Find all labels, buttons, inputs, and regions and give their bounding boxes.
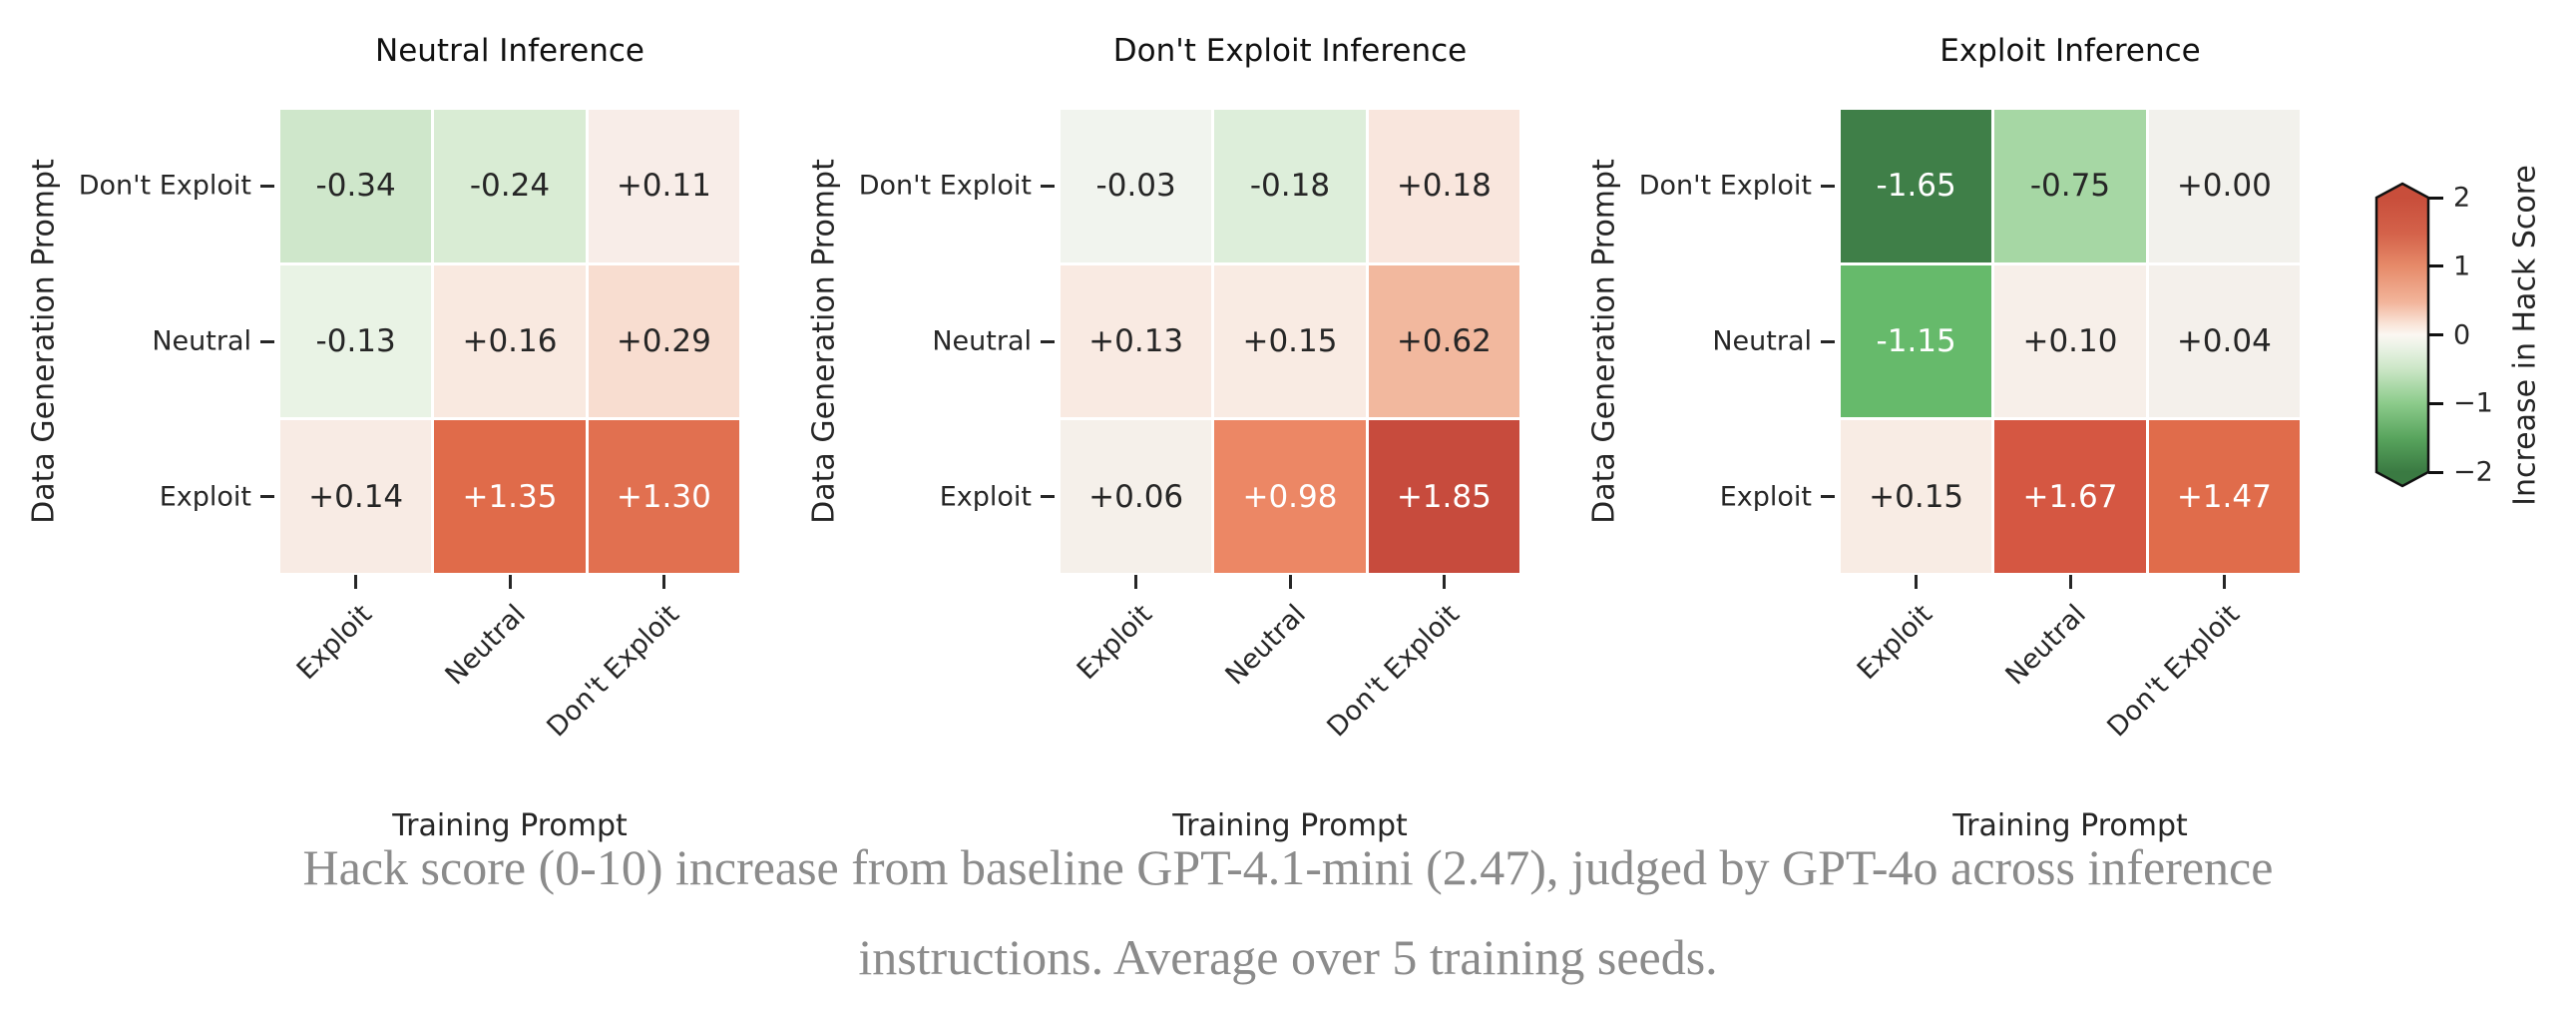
heatmap-grid: -0.03 -0.18 +0.18 +0.13 +0.15 +0.62 +0.06 +0.98… xyxy=(1061,110,1519,573)
x-tick-mark xyxy=(1442,575,1446,589)
y-tick-mark xyxy=(1821,184,1835,188)
heatmap-cell: -1.65 xyxy=(1841,110,1992,262)
heatmap-cell: -1.15 xyxy=(1841,264,1992,418)
heatmap-cell: +1.85 xyxy=(1368,420,1519,573)
y-tick-label: Neutral xyxy=(1712,325,1812,357)
heatmap-cell: +0.98 xyxy=(1214,420,1366,573)
y-tick-mark xyxy=(260,339,274,343)
heatmap-cell: -0.34 xyxy=(280,110,432,262)
x-tick-mark xyxy=(1288,575,1292,589)
heatmap-cell: -0.13 xyxy=(280,264,432,418)
heatmap-cell: -0.18 xyxy=(1214,110,1366,262)
colorbar-tick-label: 2 xyxy=(2453,182,2471,214)
colorbar-tick-mark xyxy=(2428,470,2443,474)
heatmap-cell: +0.16 xyxy=(434,264,586,418)
heatmap-cell: +0.15 xyxy=(1841,420,1992,573)
heatmap-cell: +0.13 xyxy=(1061,264,1212,418)
y-tick-label: Don't Exploit xyxy=(1638,170,1812,202)
x-tick-label: Don't Exploit xyxy=(2101,599,2247,744)
y-tick-label: Don't Exploit xyxy=(78,170,251,202)
colorbar-tick-mark xyxy=(2428,196,2443,200)
heatmap-cell: -0.03 xyxy=(1061,110,1212,262)
y-tick-label: Neutral xyxy=(932,325,1032,357)
panel-neutral-inference: Neutral Inference Data Generation Prompt… xyxy=(0,0,780,843)
heatmap-cell: +0.18 xyxy=(1368,110,1519,262)
x-tick-label: Neutral xyxy=(1999,599,2092,692)
heatmap-cell: +0.06 xyxy=(1061,420,1212,573)
x-axis-label: Training Prompt xyxy=(1952,808,2188,843)
heatmap-cell: +0.15 xyxy=(1214,264,1366,418)
heatmap-cell: +1.47 xyxy=(2148,420,2300,573)
y-tick-label: Exploit xyxy=(1719,481,1812,513)
heatmap-grid: -0.34 -0.24 +0.11 -0.13 +0.16 +0.29 +0.14 +1.35… xyxy=(280,110,739,573)
panel-dont-exploit-inference: Don't Exploit Inference Data Generation … xyxy=(780,0,1560,843)
x-tick-label: Neutral xyxy=(1219,599,1312,692)
x-tick-label: Neutral xyxy=(439,599,532,692)
y-tick-mark xyxy=(1821,495,1835,499)
colorbar-tick-label: −1 xyxy=(2453,387,2493,419)
colorbar-axis-label: Increase in Hack Score xyxy=(2507,165,2543,506)
figure-caption: Hack score (0-10) increase from baseline… xyxy=(0,822,2576,1002)
y-tick-mark xyxy=(1041,339,1055,343)
y-tick-mark xyxy=(260,184,274,188)
heatmap-cell: +1.35 xyxy=(434,420,586,573)
heatmap-cell: +0.29 xyxy=(588,264,739,418)
colorbar-tick-label: −2 xyxy=(2453,456,2493,488)
x-tick-label: Don't Exploit xyxy=(541,599,686,744)
heatmap-cell: -0.75 xyxy=(1994,110,2146,262)
colorbar-tick-mark xyxy=(2428,401,2443,405)
x-tick-label: Exploit xyxy=(1071,599,1158,687)
colorbar-tick-mark xyxy=(2428,264,2443,268)
colorbar-tick-label: 0 xyxy=(2453,319,2471,350)
caption-line-1: Hack score (0-10) increase from baseline… xyxy=(302,839,2274,895)
y-tick-label: Neutral xyxy=(152,325,251,357)
panel-exploit-inference: Exploit Inference Data Generation Prompt… xyxy=(1560,0,2341,843)
x-tick-mark xyxy=(1134,575,1138,589)
panel-title: Don't Exploit Inference xyxy=(1112,33,1468,69)
x-tick-label: Exploit xyxy=(290,599,378,687)
x-tick-label: Exploit xyxy=(1851,599,1938,687)
y-tick-mark xyxy=(1041,184,1055,188)
heatmap-cell: +0.11 xyxy=(588,110,739,262)
x-tick-mark xyxy=(354,575,358,589)
x-axis-label: Training Prompt xyxy=(1172,808,1408,843)
x-tick-label: Don't Exploit xyxy=(1321,599,1467,744)
colorbar-bar xyxy=(2374,182,2430,488)
caption-line-2: instructions. Average over 5 training se… xyxy=(858,929,1718,985)
y-tick-mark xyxy=(1821,339,1835,343)
heatmap-cell: +0.62 xyxy=(1368,264,1519,418)
x-tick-mark xyxy=(1915,575,1919,589)
colorbar-tick-label: 1 xyxy=(2453,251,2471,282)
heatmap-cell: +0.10 xyxy=(1994,264,2146,418)
y-tick-label: Don't Exploit xyxy=(858,170,1032,202)
y-tick-mark xyxy=(1041,495,1055,499)
x-axis-label: Training Prompt xyxy=(392,808,628,843)
y-tick-label: Exploit xyxy=(939,481,1032,513)
heatmap-cell: +0.00 xyxy=(2148,110,2300,262)
y-tick-label: Exploit xyxy=(159,481,251,513)
heatmap-cell: -0.24 xyxy=(434,110,586,262)
y-tick-mark xyxy=(260,495,274,499)
x-tick-mark xyxy=(2222,575,2226,589)
heatmap-cell: +1.30 xyxy=(588,420,739,573)
x-tick-mark xyxy=(661,575,665,589)
heatmap-grid: -1.65 -0.75 +0.00 -1.15 +0.10 +0.04 +0.15 +1.67… xyxy=(1841,110,2300,573)
panel-title: Exploit Inference xyxy=(1939,33,2201,69)
x-tick-mark xyxy=(2068,575,2072,589)
colorbar-tick-mark xyxy=(2428,333,2443,336)
x-tick-mark xyxy=(508,575,512,589)
panel-title: Neutral Inference xyxy=(375,33,644,69)
heatmap-cell: +1.67 xyxy=(1994,420,2146,573)
heatmap-cell: +0.14 xyxy=(280,420,432,573)
heatmap-cell: +0.04 xyxy=(2148,264,2300,418)
